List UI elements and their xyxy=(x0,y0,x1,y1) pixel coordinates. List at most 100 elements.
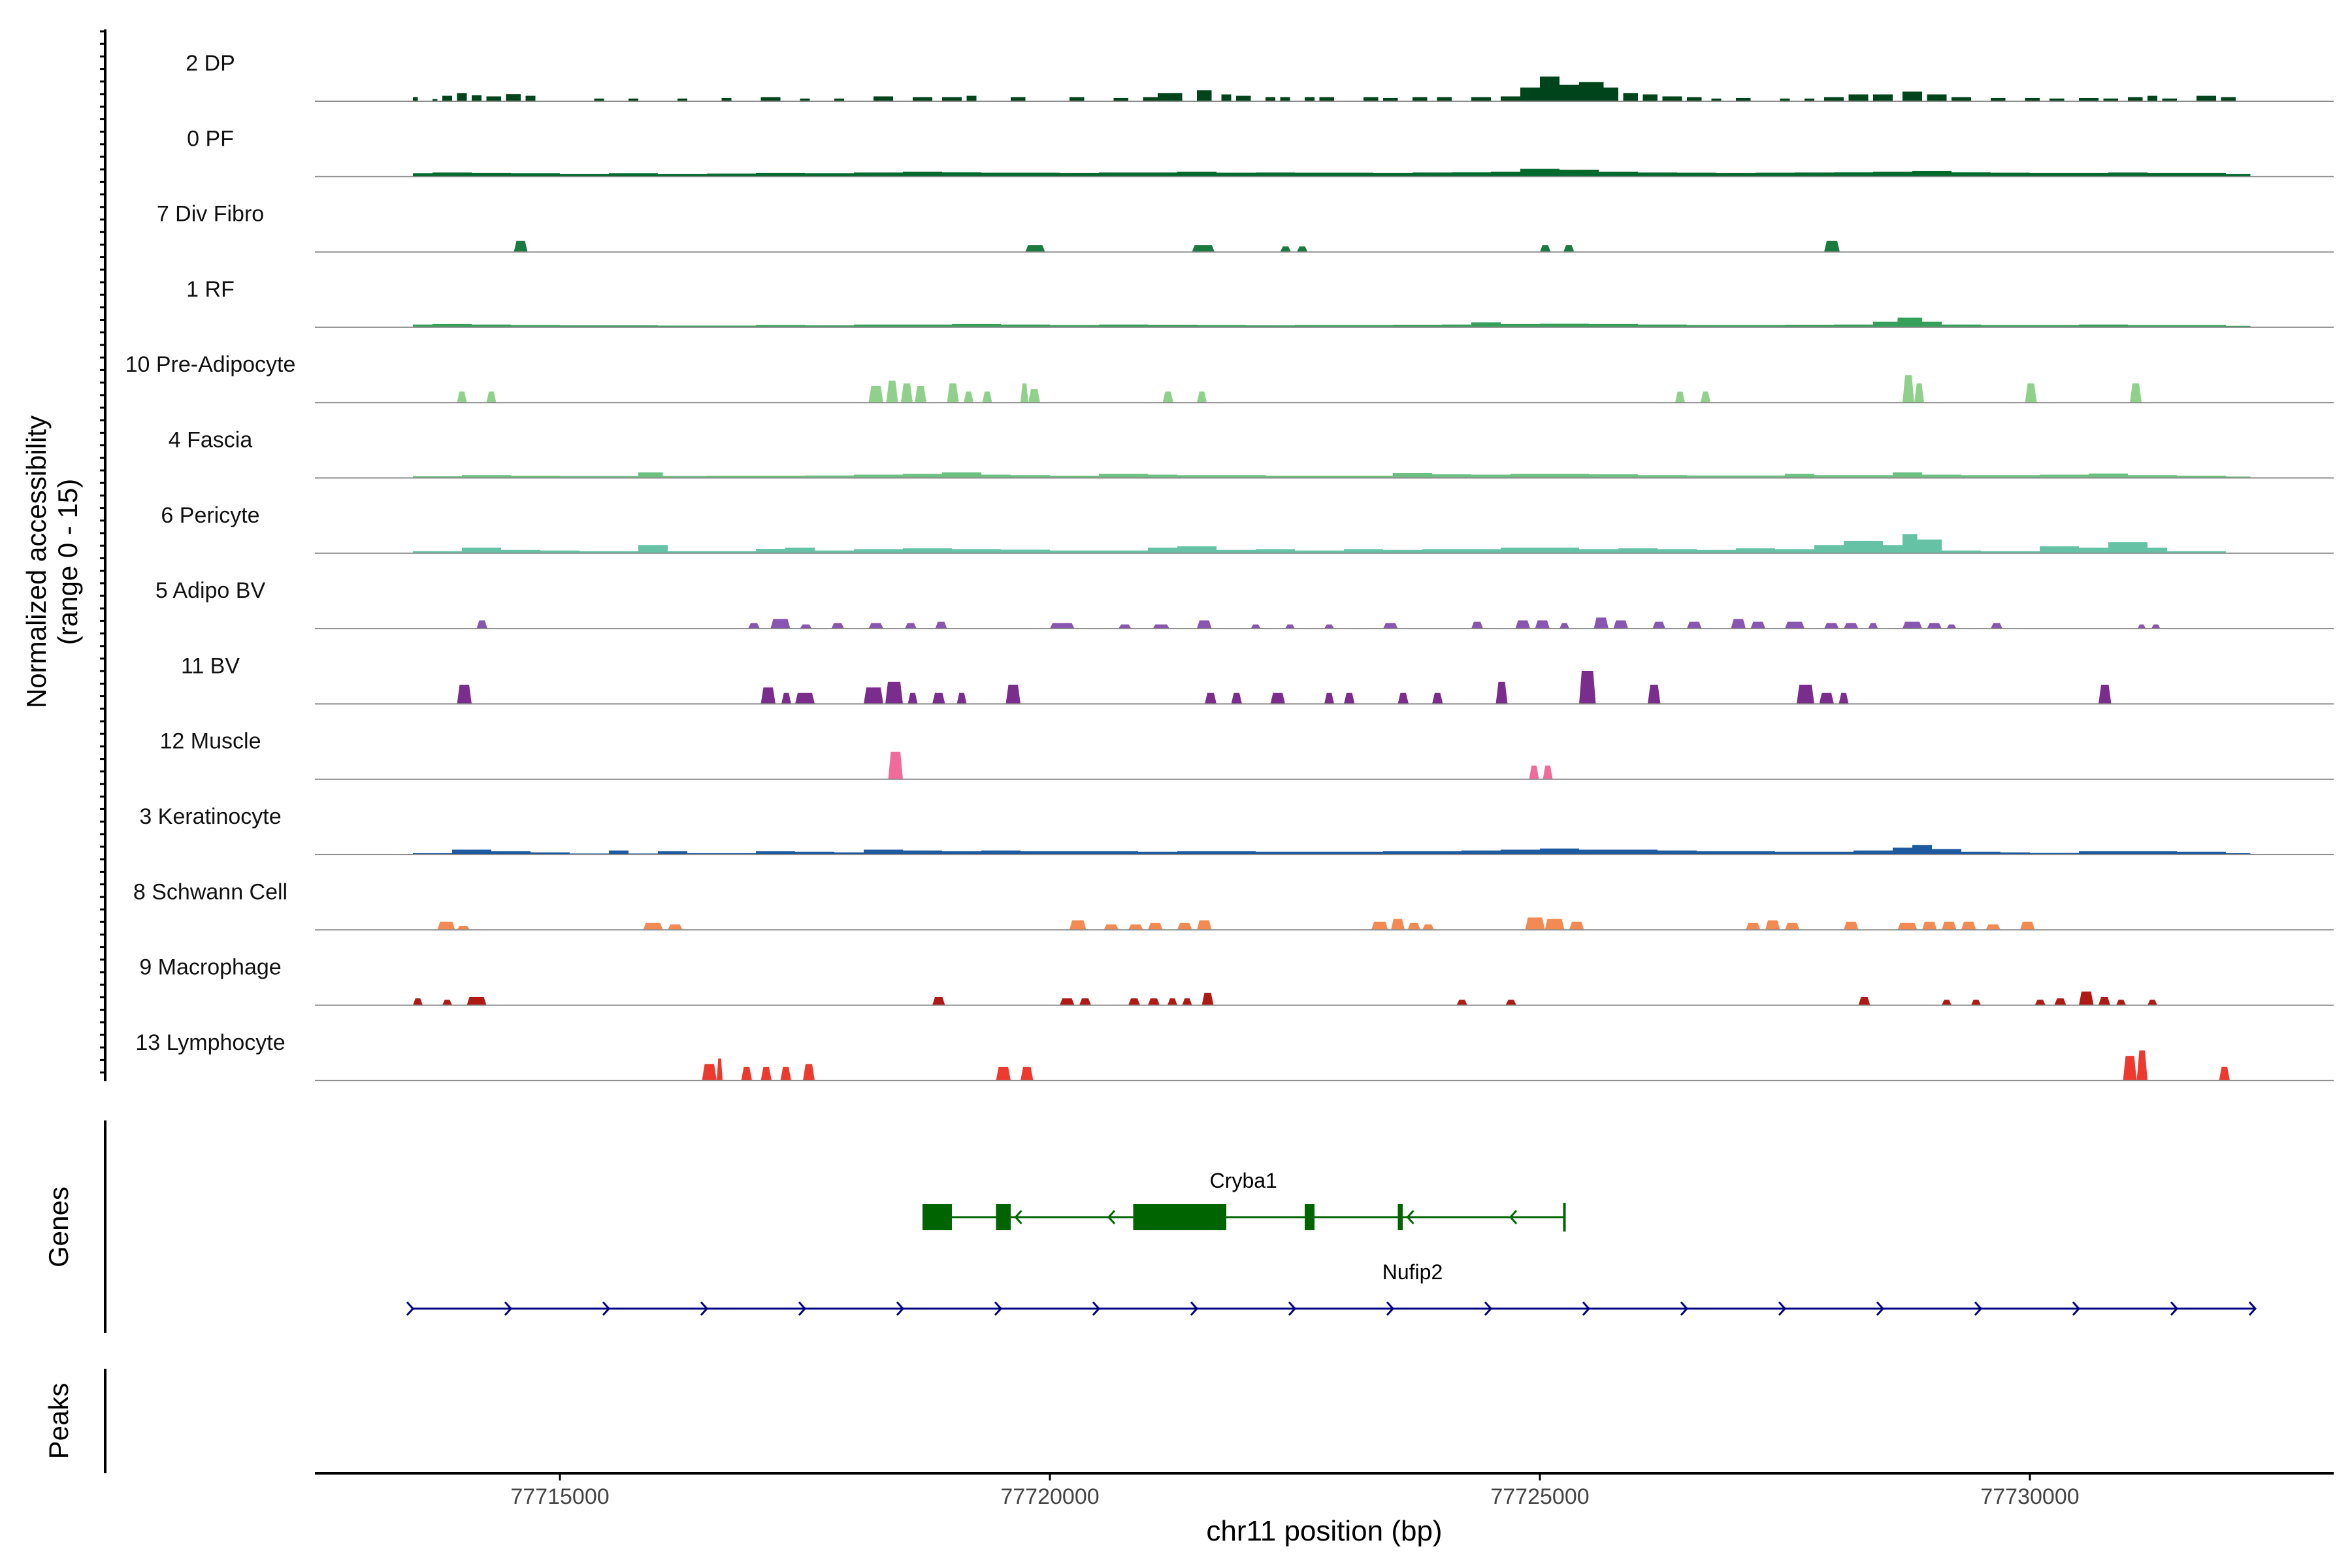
coverage-bin xyxy=(2148,172,2187,177)
coverage-bin xyxy=(1814,545,1844,553)
coverage-bin xyxy=(1344,851,1383,855)
coverage-bin xyxy=(868,623,883,629)
coverage-bin xyxy=(1437,97,1452,101)
coverage-bin xyxy=(1495,681,1508,704)
coverage-bin xyxy=(1854,850,1893,855)
coverage-bin xyxy=(966,95,977,101)
coverage-bin xyxy=(2148,95,2157,101)
coverage-bin xyxy=(472,95,482,101)
strand-arrow xyxy=(406,1301,415,1316)
coverage-bin xyxy=(1295,550,1344,553)
coverage-bin xyxy=(1413,172,1452,177)
coverage-bin xyxy=(1756,172,1795,177)
coverage-bin xyxy=(1177,546,1217,553)
coverage-bin xyxy=(2079,851,2128,855)
coverage-bin xyxy=(1613,620,1628,629)
coverage-bin xyxy=(486,391,497,403)
coverage-bin xyxy=(1731,619,1746,629)
gene-cryba1: Cryba1 xyxy=(923,1169,1566,1232)
coverage-bin xyxy=(1462,549,1501,553)
gene-label: Nufip2 xyxy=(1382,1260,1443,1284)
coverage-bin xyxy=(1148,923,1163,930)
coverage-bin xyxy=(1795,172,1834,177)
coverage-bin xyxy=(1824,97,1844,101)
coverage-bin xyxy=(1177,475,1217,478)
coverage-bin xyxy=(1256,851,1295,855)
coverage-bin xyxy=(1021,383,1028,403)
coverage-bin xyxy=(1775,851,1814,855)
track-9-macrophage: 9 Macrophage xyxy=(139,955,2334,1006)
coverage-bin xyxy=(472,172,511,177)
coverage-bin xyxy=(1182,998,1192,1005)
coverage-bin xyxy=(638,545,668,553)
strand-arrow xyxy=(1778,1301,1787,1316)
coverage-bin xyxy=(1736,851,1775,855)
track-10-pre-adipocyte: 10 Pre-Adipocyte xyxy=(125,352,2334,404)
coverage-bin xyxy=(1070,97,1085,101)
coverage-bin xyxy=(1152,624,1169,629)
coverage-bin xyxy=(1618,548,1658,553)
coverage-bin xyxy=(888,751,903,779)
strand-arrow xyxy=(1406,1209,1414,1225)
coverage-bin xyxy=(903,171,942,177)
coverage-bin xyxy=(1873,321,1898,327)
coverage-bin xyxy=(1128,998,1140,1005)
coverage-bin xyxy=(1099,550,1148,553)
coverage-bin xyxy=(1579,82,1604,101)
coverage-bin xyxy=(1471,474,1511,478)
strand-arrow xyxy=(504,1301,513,1316)
coverage-bin xyxy=(1028,389,1040,403)
strand-arrow xyxy=(1386,1301,1395,1316)
coverage-bin xyxy=(1579,849,1618,855)
coverage-bin xyxy=(756,549,785,553)
coverage-bin xyxy=(1060,172,1099,177)
coverage-bin xyxy=(2128,97,2143,101)
coverage-bin xyxy=(433,323,472,327)
coverage-bin xyxy=(1848,94,1869,101)
coverage-bin xyxy=(1775,549,1814,553)
coverage-bin xyxy=(1579,549,1618,553)
coverage-bin xyxy=(1560,84,1579,101)
coverage-bin xyxy=(1971,1000,1981,1005)
coverage-bin xyxy=(981,172,1021,177)
x-tick-label: 77730000 xyxy=(1980,1484,2079,1509)
coverage-bin xyxy=(1515,620,1530,629)
coverage-bin xyxy=(1432,693,1443,704)
coverage-bin xyxy=(864,687,883,704)
coverage-bin xyxy=(1780,98,1790,101)
track-12-muscle: 12 Muscle xyxy=(160,729,2334,780)
coverage-bin xyxy=(2040,546,2079,553)
coverage-bin xyxy=(1834,324,1873,327)
coverage-bin xyxy=(1511,474,1550,478)
coverage-bin xyxy=(1324,693,1334,704)
coverage-bin xyxy=(433,172,472,177)
y-axis-ticks xyxy=(100,30,105,1074)
coverage-bin xyxy=(1099,324,1148,327)
coverage-bin xyxy=(1295,851,1344,855)
coverage-bin xyxy=(413,97,418,101)
coverage-bin xyxy=(1371,921,1388,930)
coverage-bin xyxy=(1529,765,1539,779)
coverage-bin xyxy=(1501,96,1520,101)
strand-arrow xyxy=(1190,1301,1199,1316)
coverage-bin xyxy=(1197,920,1212,930)
coverage-bin xyxy=(1658,850,1697,855)
coverage-bin xyxy=(2128,475,2177,478)
coverage-bin xyxy=(935,621,947,629)
coverage-bin xyxy=(2079,97,2099,101)
coverage-bin xyxy=(800,624,812,629)
coverage-bin xyxy=(609,173,658,177)
peaks-panel-label: Peaks xyxy=(43,1383,74,1460)
coverage-bin xyxy=(2219,1066,2230,1081)
coverage-bin xyxy=(981,474,1011,478)
coverage-bin xyxy=(1736,548,1775,553)
coverage-bin xyxy=(457,93,467,101)
coverage-bin xyxy=(1701,391,1710,403)
coverage-bin xyxy=(525,95,536,101)
coverage-bin xyxy=(2138,624,2146,629)
coverage-bin xyxy=(1540,76,1560,101)
coverage-bin xyxy=(815,550,854,553)
coverage-bin xyxy=(964,391,973,403)
coverage-bin xyxy=(560,174,609,177)
coverage-bin xyxy=(1324,624,1334,629)
